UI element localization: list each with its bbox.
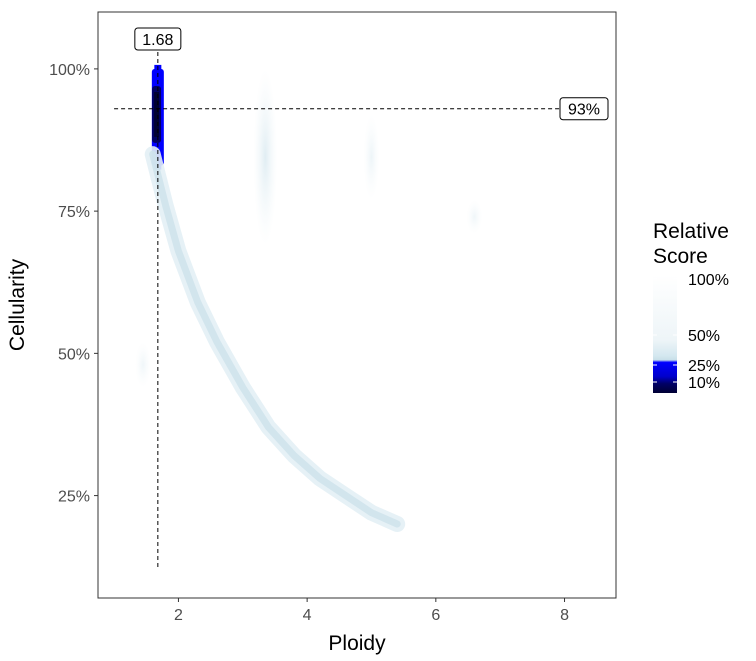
y-tick-label: 75%	[58, 204, 90, 221]
y-tick-label: 50%	[58, 346, 90, 363]
score-curve-band	[144, 146, 406, 532]
score-regions	[135, 64, 483, 388]
reference-lines	[114, 52, 560, 567]
cellularity-label-box	[559, 97, 609, 121]
y-tick-label: 25%	[58, 489, 90, 506]
heat-cell-faint	[363, 114, 380, 200]
cellularity-label: 93%	[568, 102, 600, 119]
legend-labels: 100% 50% 25%10%	[653, 272, 729, 392]
legend-label: 10%	[688, 375, 720, 392]
legend-label: 50%	[688, 328, 720, 345]
y-axis: 25% 50% 75% 100%	[49, 62, 98, 506]
score-curve-core	[149, 150, 401, 528]
legend-title-line1: Relative	[653, 220, 729, 243]
y-tick-label: 100%	[49, 62, 90, 79]
ploidy-label-box	[134, 27, 182, 51]
annotations: 1.68 93%	[134, 27, 609, 121]
heat-cell-faint	[466, 199, 483, 234]
x-axis: 2 4 6 8	[174, 598, 569, 624]
x-tick-label: 6	[431, 607, 440, 624]
legend: Relative Score 100% 50% 25%10%	[653, 220, 729, 393]
heat-cell-faint	[135, 341, 152, 388]
x-tick-label: 4	[303, 607, 312, 624]
y-axis-title: Cellularity	[6, 258, 29, 351]
x-tick-label: 2	[174, 607, 183, 624]
plot-border	[97, 11, 617, 599]
plot-area	[135, 64, 483, 532]
heat-cell-peak	[154, 91, 160, 137]
x-tick-label: 8	[560, 607, 569, 624]
legend-title-line2: Score	[653, 245, 708, 268]
x-axis-title: Ploidy	[328, 632, 386, 655]
legend-colorbar	[653, 275, 677, 393]
legend-label: 100%	[688, 272, 729, 289]
legend-label: 25%	[688, 358, 720, 375]
ploidy-label: 1.68	[142, 32, 173, 49]
heat-cell-faint	[253, 68, 278, 246]
score-curve	[144, 146, 406, 532]
